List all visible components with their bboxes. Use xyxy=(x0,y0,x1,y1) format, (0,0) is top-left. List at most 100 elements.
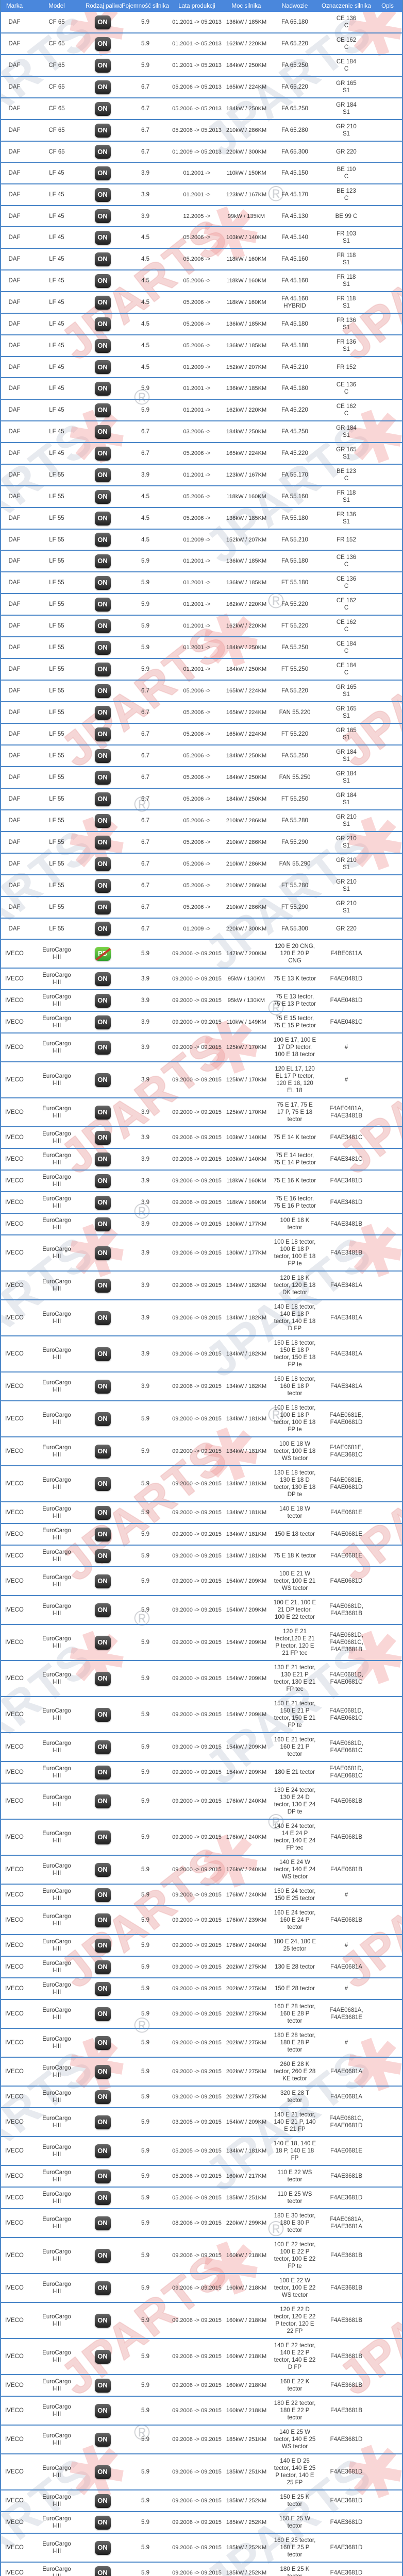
table-row: DAF LF 45 ON 4.5 05.2006 -> 136kW / 185K… xyxy=(1,335,402,357)
fuel-label: ON xyxy=(97,2435,108,2443)
cell-engine-power: 136kW / 185KM xyxy=(226,385,267,392)
fuel-label: ON xyxy=(97,1314,108,1321)
table-row: DAF LF 45 ON 3.9 01.2001 -> 110kW / 150K… xyxy=(1,163,402,184)
table-row: DAF CF 65 ON 5.9 01.2001 -> 05.2013 162k… xyxy=(1,33,402,55)
fuel-label: ON xyxy=(97,363,108,371)
cell-engine-power: 202kW / 275KM xyxy=(226,2040,267,2046)
cell-engine-capacity: 3.9 xyxy=(141,170,149,176)
table-row: IVECO EuroCargo I-III ON 5.9 09.2006 -> … xyxy=(1,2238,402,2274)
cell-marka: IVECO xyxy=(5,2069,24,2075)
cell-model: EuroCargo I-III xyxy=(42,1015,71,1029)
cell-production-years: 01.2001 -> xyxy=(183,192,211,198)
cell-model: CF 65 xyxy=(48,106,65,112)
fuel-label: ON xyxy=(97,493,108,500)
diesel-fuel-icon: ON xyxy=(94,1444,111,1459)
cell-body-type: 160 E 18 tector, 160 E 18 P tector xyxy=(274,1376,316,1397)
cell-production-years: 01.2001 -> xyxy=(183,601,211,607)
cell-model: EuroCargo I-III xyxy=(42,2216,71,2230)
fuel-label: ON xyxy=(97,1710,108,1718)
fuel-label: ON xyxy=(97,1577,108,1585)
cell-marka: DAF xyxy=(8,84,21,90)
cell-engine-code: F4AE3481D xyxy=(330,1178,363,1184)
cell-engine-power: 160kW / 218KM xyxy=(226,2382,267,2388)
cell-engine-code: FR 136 S1 xyxy=(337,512,356,525)
cell-marka: DAF xyxy=(8,429,21,435)
table-row: IVECO EuroCargo I-III ON 3.9 09.2006 -> … xyxy=(1,1372,402,1401)
cell-engine-capacity: 3.9 xyxy=(141,1351,149,1357)
cell-fuel: ON xyxy=(86,1830,120,1844)
cell-engine-code: F4AE3681B xyxy=(330,2317,362,2324)
cell-engine-power: 202kW / 275KM xyxy=(226,1986,267,1992)
table-row: DAF LF 55 ON 6.7 05.2006 -> 210kW / 286K… xyxy=(1,810,402,832)
cell-body-type: 75 E 18 K tector xyxy=(273,1553,316,1559)
cell-body-type: 75 E 17, 75 E 17 P, 75 E 18 tector xyxy=(277,1102,313,1123)
diesel-fuel-icon: ON xyxy=(94,2432,111,2447)
cell-marka: IVECO xyxy=(5,1744,24,1750)
cell-body-type: 75 E 13 tector, 75 E 13 P tector xyxy=(273,994,316,1007)
cell-engine-power: 103kW / 140KM xyxy=(226,1134,267,1141)
cell-production-years: 09.2000 -> 09.2015 xyxy=(172,1044,222,1050)
cell-engine-capacity: 6.7 xyxy=(141,839,149,845)
table-row: IVECO EuroCargo I-III ON 3.9 09.2006 -> … xyxy=(1,1192,402,1214)
cell-fuel: ON xyxy=(86,188,120,202)
cell-engine-capacity: 5.9 xyxy=(141,19,149,25)
table-row: DAF CF 65 ON 6.7 05.2006 -> 05.2013 210k… xyxy=(1,120,402,142)
cell-body-type: 75 E 16 K tector xyxy=(273,1178,316,1184)
diesel-fuel-icon: ON xyxy=(94,1938,111,1953)
cell-fuel: ON xyxy=(86,1862,120,1877)
cell-engine-power: 202kW / 275KM xyxy=(226,2011,267,2017)
diesel-fuel-icon: ON xyxy=(94,1740,111,1754)
cell-engine-code: F4AE0681C, F4AE0681D xyxy=(329,2115,363,2129)
cell-engine-code: GR 184 S1 xyxy=(336,102,357,115)
cell-model: EuroCargo I-III xyxy=(42,1477,71,1490)
cell-marka: IVECO xyxy=(5,1109,24,1115)
cell-fuel: ON xyxy=(86,705,120,720)
cell-fuel: ON xyxy=(86,2090,120,2104)
cell-model: LF 55 xyxy=(49,580,64,586)
cell-model: EuroCargo I-III xyxy=(42,1445,71,1458)
cell-marka: IVECO xyxy=(5,1942,24,1948)
cell-production-years: 01.2001 -> xyxy=(183,558,211,564)
cell-body-type: FA 55.180 xyxy=(281,515,308,521)
cell-engine-capacity: 5.9 xyxy=(141,2220,149,2226)
cell-marka: IVECO xyxy=(5,1510,24,1516)
cell-body-type: FA 65.180 xyxy=(281,19,308,25)
cell-fuel: ON xyxy=(86,575,120,590)
cell-engine-code: F4AE3481D xyxy=(330,1199,363,1206)
cell-production-years: 05.2006 -> xyxy=(183,278,211,284)
cell-marka: IVECO xyxy=(5,2094,24,2100)
cell-body-type: FA 55.170 xyxy=(281,472,308,478)
cell-body-type: 140 E 18 W tector xyxy=(279,1506,311,1519)
table-header: Marka Model Rodzaj paliwa Pojemność siln… xyxy=(1,0,402,12)
cell-fuel: ON xyxy=(86,425,120,439)
fuel-label: ON xyxy=(97,1606,108,1614)
cell-engine-code: CE 136 C xyxy=(336,15,357,29)
cell-fuel: ON xyxy=(86,640,120,655)
fuel-label: ON xyxy=(97,2118,108,2126)
cell-engine-code: CE 136 C xyxy=(336,554,357,568)
cell-engine-code: GR 165 S1 xyxy=(336,684,357,698)
cell-production-years: 05.2006 -> 09.2015 xyxy=(172,2195,222,2201)
cell-production-years: 09.2000 -> 09.2015 xyxy=(172,2094,222,2100)
cell-body-type: FA 55.220 xyxy=(281,601,308,607)
cell-engine-code: F4AE3681B xyxy=(330,2408,362,2414)
cell-model: EuroCargo I-III xyxy=(42,2249,71,2262)
cell-engine-power: 134kW / 181KM xyxy=(226,1553,267,1559)
cell-model: EuroCargo I-III xyxy=(42,1153,71,1166)
diesel-fuel-icon: ON xyxy=(94,230,111,245)
cell-marka: DAF xyxy=(8,494,21,500)
cell-production-years: 05.2006 -> xyxy=(183,861,211,867)
cell-fuel: ON xyxy=(86,1040,120,1055)
diesel-fuel-icon: ON xyxy=(94,425,111,439)
cell-fuel: ON xyxy=(86,1603,120,1617)
cell-engine-code: BE 110 C xyxy=(337,166,356,180)
cell-marka: DAF xyxy=(8,106,21,112)
cell-production-years: 09.2000 -> 09.2015 xyxy=(172,1510,222,1516)
cell-engine-capacity: 6.7 xyxy=(141,753,149,759)
cell-engine-capacity: 6.7 xyxy=(141,429,149,435)
cell-engine-code: F4AE3481A xyxy=(330,1383,362,1389)
cell-production-years: 01.2009 -> 05.2013 xyxy=(172,148,222,155)
table-row: IVECO EuroCargo I-III ON 5.9 09.2000 -> … xyxy=(1,1856,402,1885)
cell-marka: DAF xyxy=(8,170,21,176)
cell-marka: IVECO xyxy=(5,2519,24,2526)
